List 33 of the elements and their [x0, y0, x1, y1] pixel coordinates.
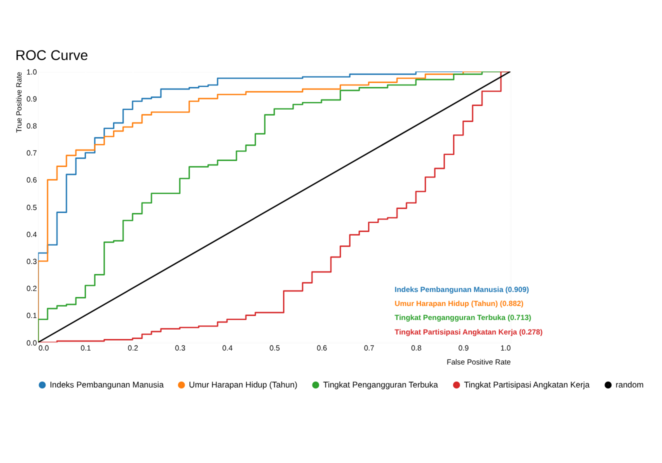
legend-label: Umur Harapan Hidup (Tahun)	[188, 380, 298, 390]
x-tick-label: 0.5	[269, 343, 280, 352]
y-tick-label: 0.6	[26, 176, 37, 185]
y-tick-label: 0.9	[26, 94, 37, 104]
x-tick-label: 0.2	[128, 343, 138, 352]
x-tick-label: 0.6	[316, 343, 328, 352]
x-tick-label: 1.0	[500, 343, 511, 352]
annotation: Umur Harapan Hidup (Tahun) (0.882)	[394, 299, 524, 308]
legend-label: Tingkat Pengangguran Terbuka	[323, 380, 438, 390]
x-tick-label: 0.9	[458, 343, 469, 352]
y-tick-label: 0.4	[26, 230, 37, 239]
x-tick-label: 0.3	[175, 343, 186, 352]
x-tick-label: 0.7	[364, 343, 374, 352]
y-tick-label: 0.8	[26, 122, 37, 131]
x-tick-label: 0.0	[38, 343, 49, 352]
annotation: Indeks Pembangunan Manusia (0.909)	[394, 285, 530, 294]
annotation: Tingkat Pengangguran Terbuka (0.713)	[394, 313, 532, 322]
y-tick-label: 0.7	[26, 148, 37, 158]
x-tick-label: 0.4	[222, 343, 233, 352]
y-axis-title: True Positive Rate	[14, 72, 24, 133]
x-tick-label: 0.8	[411, 343, 422, 352]
legend-label: Indeks Pembangunan Manusia	[50, 380, 164, 390]
y-tick-label: 0.1	[26, 311, 37, 320]
annotation: Tingkat Partisipasi Angkatan Kerja (0.278)	[394, 327, 544, 336]
y-tick-label: 1.0	[26, 67, 37, 76]
y-tick-label: 0.5	[26, 202, 37, 212]
y-tick-label: 0.3	[26, 257, 37, 266]
x-axis-title: False Positive Rate	[446, 357, 511, 366]
x-tick-label: 0.1	[80, 343, 91, 352]
legend-label: Tingkat Partisipasi Angkatan Kerja	[464, 380, 590, 390]
legend-label: random	[616, 380, 644, 390]
y-tick-label: 0.2	[26, 284, 37, 294]
chart-title: ROC Curve	[15, 46, 88, 63]
